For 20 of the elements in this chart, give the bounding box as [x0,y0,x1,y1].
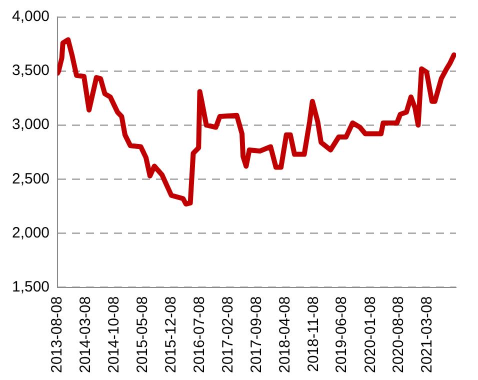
x-tick-label: 2020-01-08 [362,296,379,374]
x-tick-label: 2013-08-08 [48,296,66,374]
y-tick-label: 4,000 [12,8,50,26]
y-tick-label: 2,000 [12,224,50,242]
x-tick-label: 2017-09-08 [248,296,265,374]
x-tick-label: 2016-07-08 [190,296,208,374]
x-tick-label: 2015-12-08 [162,296,180,374]
y-tick-label: 2,500 [12,170,50,188]
y-tick-label: 3,000 [12,116,50,134]
x-tick-label: 2017-02-08 [220,296,237,374]
y-tick-label: 1,500 [12,278,50,296]
x-tick-label: 2020-08-08 [390,296,408,374]
x-tick-label: 2021-03-08 [418,296,436,374]
x-tick-label: 2019-06-08 [333,296,350,374]
x-tick-label: 2014-10-08 [106,296,123,374]
x-tick-label: 2018-04-08 [276,296,294,374]
x-tick-label: 2014-03-08 [76,296,94,374]
x-tick-label: 2018-11-08 [304,296,322,372]
x-tick-label: 2015-05-08 [134,296,151,374]
y-tick-label: 3,500 [12,62,50,80]
